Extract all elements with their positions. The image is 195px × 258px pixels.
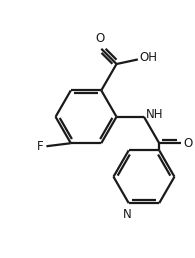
Text: N: N — [123, 208, 132, 221]
Text: OH: OH — [139, 51, 157, 63]
Text: O: O — [183, 137, 192, 150]
Text: F: F — [37, 140, 44, 153]
Text: O: O — [95, 32, 104, 45]
Text: NH: NH — [145, 108, 163, 121]
